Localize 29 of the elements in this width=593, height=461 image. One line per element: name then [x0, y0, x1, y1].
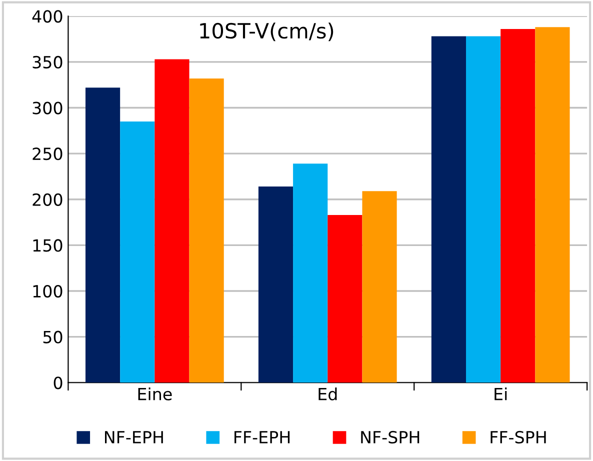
bar: [362, 191, 397, 383]
bar: [258, 186, 294, 383]
bar: [466, 36, 501, 383]
bar: [293, 164, 328, 383]
legend-label: NF-EPH: [105, 431, 163, 444]
bar: [500, 28, 536, 383]
y-tick-label: 100: [33, 284, 62, 298]
x-tick-label: Ed: [318, 387, 337, 400]
y-tick-label: 350: [32, 56, 62, 69]
bar: [85, 88, 120, 383]
bar: [535, 27, 570, 383]
bar: [431, 36, 466, 383]
bar: [154, 59, 190, 383]
legend-label: NF-SPH: [361, 430, 420, 444]
bar: [120, 122, 155, 383]
y-tick-label: 200: [32, 193, 62, 206]
legend-label: FF-EPH: [234, 431, 290, 444]
legend-label: FF-SPH: [490, 430, 546, 444]
chart-title: 10ST-V(cm/s): [200, 22, 334, 42]
y-tick-label: 300: [32, 102, 62, 114]
y-tick-label: 150: [33, 239, 62, 252]
bar: [189, 78, 224, 383]
x-tick-label: Ei: [494, 387, 507, 400]
bar: [328, 214, 362, 383]
y-tick-label: 250: [32, 148, 62, 160]
y-tick-label: 50: [43, 330, 62, 344]
y-tick-label: 400: [32, 10, 62, 23]
x-tick-label: Eine: [138, 387, 172, 400]
y-tick-label: 0: [54, 376, 62, 390]
